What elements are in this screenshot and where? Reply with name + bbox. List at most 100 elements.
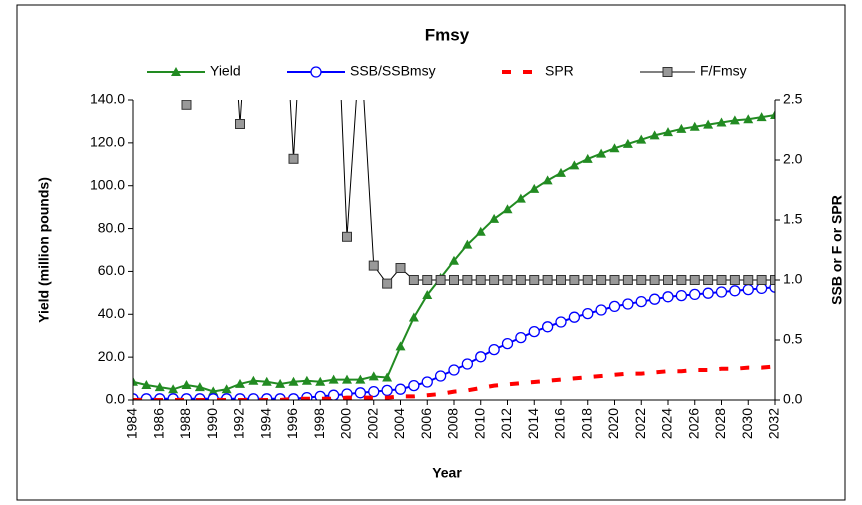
marker xyxy=(689,288,701,301)
marker xyxy=(556,275,566,285)
marker xyxy=(515,331,527,344)
marker xyxy=(716,117,727,127)
x-tick-label: 1996 xyxy=(284,408,300,439)
marker xyxy=(582,307,594,320)
y-tick-label: 140.0 xyxy=(90,91,125,107)
x-tick-label: 2028 xyxy=(712,408,728,439)
marker xyxy=(489,213,500,223)
marker xyxy=(489,275,500,285)
marker xyxy=(595,304,607,316)
marker xyxy=(742,283,754,296)
x-tick-label: 1990 xyxy=(204,408,220,439)
marker xyxy=(355,374,366,384)
marker xyxy=(556,167,566,177)
marker xyxy=(729,285,741,297)
marker xyxy=(582,275,593,285)
x-tick-label: 2022 xyxy=(632,408,648,439)
marker xyxy=(729,115,740,125)
x-tick-label: 2000 xyxy=(338,408,354,439)
x-axis-title: Year xyxy=(432,465,462,481)
marker xyxy=(636,134,647,144)
chart-frame xyxy=(16,4,846,501)
marker xyxy=(368,371,379,381)
marker xyxy=(636,275,647,285)
y-tick-label: 100.0 xyxy=(90,176,125,192)
marker xyxy=(703,275,714,285)
x-tick-label: 2012 xyxy=(498,408,514,439)
y2-tick-label: 2.0 xyxy=(783,151,803,167)
y-tick-label: 60.0 xyxy=(98,262,125,278)
marker xyxy=(382,278,393,289)
x-tick-label: 1998 xyxy=(311,408,327,439)
marker xyxy=(475,275,486,285)
marker xyxy=(715,286,728,298)
marker xyxy=(488,343,500,356)
y-tick-label: 0.0 xyxy=(106,391,126,407)
marker xyxy=(569,160,580,170)
y2-tick-label: 0.0 xyxy=(783,391,803,407)
marker xyxy=(663,275,673,285)
marker xyxy=(568,311,581,323)
marker xyxy=(208,386,219,396)
marker xyxy=(502,204,513,214)
marker xyxy=(676,123,687,133)
marker xyxy=(381,384,393,397)
x-tick-label: 2002 xyxy=(364,408,380,439)
x-tick-label: 2014 xyxy=(525,408,541,439)
marker xyxy=(221,384,232,394)
marker xyxy=(649,275,660,285)
marker xyxy=(461,358,474,370)
marker xyxy=(689,121,700,131)
y2-tick-label: 1.5 xyxy=(783,211,803,227)
marker xyxy=(141,380,152,389)
x-tick-label: 2018 xyxy=(578,408,594,439)
marker xyxy=(368,260,379,271)
marker xyxy=(475,351,487,363)
x-tick-label: 2008 xyxy=(445,408,461,439)
legend-label: F/Fmsy xyxy=(700,63,747,79)
marker xyxy=(541,321,554,333)
marker xyxy=(328,374,339,384)
marker xyxy=(194,382,205,392)
marker xyxy=(529,183,540,193)
marker xyxy=(770,110,775,119)
marker xyxy=(716,275,727,285)
marker xyxy=(622,298,634,310)
y-tick-label: 80.0 xyxy=(98,219,125,235)
marker xyxy=(408,312,419,322)
y-tick-label: 120.0 xyxy=(90,134,125,150)
marker xyxy=(181,100,192,110)
marker xyxy=(421,376,433,388)
y-tick-label: 20.0 xyxy=(98,348,125,364)
marker xyxy=(315,376,326,386)
marker xyxy=(133,376,138,386)
x-tick-label: 2032 xyxy=(766,408,782,439)
legend-label: SPR xyxy=(545,63,574,79)
marker xyxy=(622,275,633,285)
marker xyxy=(743,114,754,124)
marker xyxy=(662,291,674,303)
marker xyxy=(582,153,593,163)
marker xyxy=(502,275,513,285)
marker xyxy=(756,112,767,122)
marker xyxy=(501,337,514,350)
y2-tick-label: 0.5 xyxy=(783,331,803,347)
marker xyxy=(422,290,433,299)
marker xyxy=(676,275,687,285)
marker xyxy=(449,255,459,265)
y2-tick-label: 1.0 xyxy=(783,271,803,287)
marker xyxy=(395,341,406,351)
marker xyxy=(729,275,740,285)
marker xyxy=(154,382,165,392)
x-tick-label: 1994 xyxy=(257,408,273,439)
marker xyxy=(635,295,647,308)
x-tick-label: 1984 xyxy=(124,408,140,439)
marker xyxy=(675,289,688,302)
marker xyxy=(288,153,299,164)
marker xyxy=(609,275,620,285)
marker xyxy=(434,370,447,382)
x-tick-label: 2026 xyxy=(685,408,701,439)
marker xyxy=(168,384,179,394)
marker xyxy=(569,275,580,285)
